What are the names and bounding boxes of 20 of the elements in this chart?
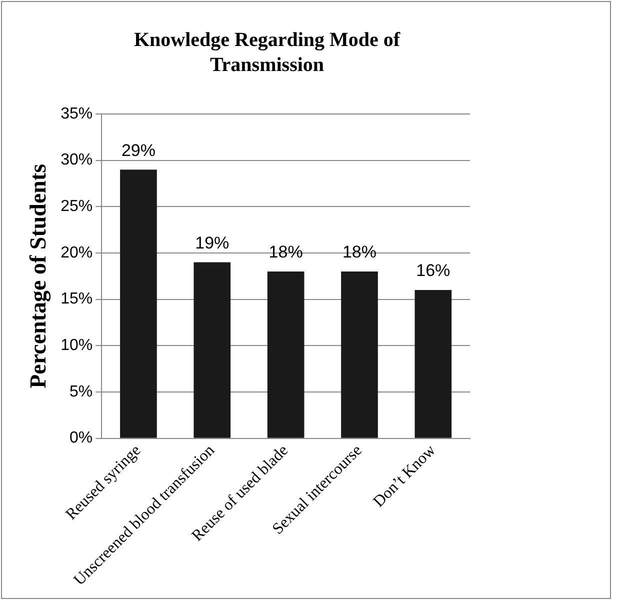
y-tick-label: 25% — [60, 198, 93, 216]
bar — [414, 290, 452, 438]
data-label: 16% — [416, 261, 450, 280]
y-tick-label: 15% — [60, 290, 93, 308]
y-tick-label: 20% — [60, 244, 93, 262]
bar — [341, 272, 378, 438]
y-axis-title: Percentage of Students — [26, 164, 52, 388]
chart-title: Knowledge Regarding Mode of Transmission — [132, 28, 402, 78]
y-tick-label: 30% — [60, 152, 93, 169]
y-tick-label: 35% — [60, 105, 93, 122]
data-label: 29% — [121, 140, 156, 160]
y-tick-label: 10% — [60, 337, 93, 354]
data-label: 18% — [342, 242, 377, 262]
bar — [120, 170, 157, 438]
data-label: 18% — [268, 242, 303, 262]
y-tick-label: 5% — [70, 383, 93, 400]
data-label: 19% — [195, 233, 230, 252]
bar — [267, 272, 304, 438]
bar — [194, 262, 231, 438]
y-tick-label: 0% — [70, 430, 93, 447]
